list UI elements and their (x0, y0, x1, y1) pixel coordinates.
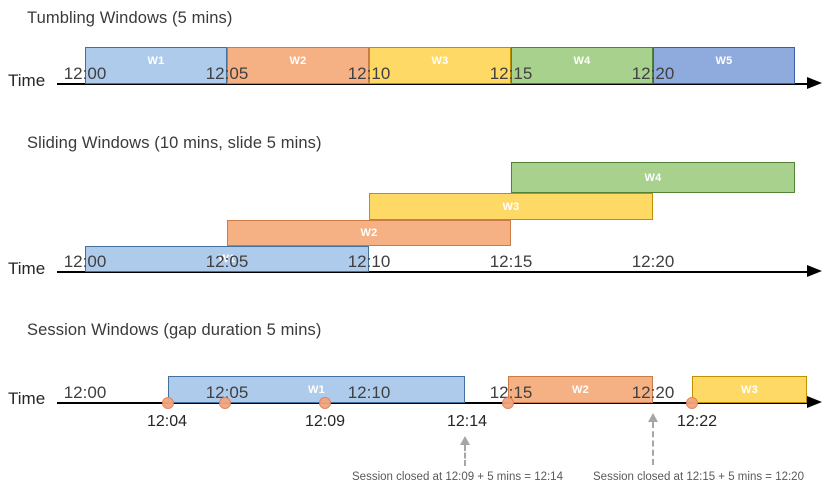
section-title-session: Session Windows (gap duration 5 mins) (27, 321, 322, 339)
window-box-tumbling-w3: W3 (369, 47, 511, 84)
event-dot-icon (502, 397, 514, 409)
event-time-label: 12:14 (446, 413, 488, 430)
axis-tick-label: 12:05 (205, 64, 249, 83)
event-dot-icon (319, 397, 331, 409)
time-axis-caption-tumbling: Time (8, 71, 46, 90)
session-close-arrow-icon (648, 413, 658, 465)
event-dot-icon (162, 397, 174, 409)
event-dot-icon (686, 397, 698, 409)
session-close-arrow-icon (460, 436, 470, 466)
window-label: W2 (360, 227, 378, 239)
axis-tick-label: 12:00 (63, 383, 107, 402)
arrow-up-head-icon (460, 436, 470, 445)
axis-tick-label: 12:05 (205, 252, 249, 271)
axis-tick-label: 12:15 (489, 64, 533, 83)
axis-tick-label: 12:15 (489, 383, 533, 402)
axis-tick-label: 12:20 (631, 64, 675, 83)
window-box-tumbling-w2: W2 (227, 47, 369, 84)
window-box-sliding-w4: W4 (511, 162, 795, 193)
window-label: W3 (740, 383, 759, 396)
event-dot-icon (219, 397, 231, 409)
time-axis-sliding (57, 271, 807, 273)
event-time-label: 12:22 (676, 413, 718, 430)
session-close-note: Session closed at 12:09 + 5 mins = 12:14 (352, 471, 563, 483)
axis-tick-label: 12:15 (489, 252, 533, 271)
window-box-session-w3: W3 (692, 376, 807, 403)
time-axis-caption-session: Time (8, 389, 46, 408)
window-label: W2 (571, 383, 590, 396)
axis-tick-label: 12:05 (205, 383, 249, 402)
window-box-sliding-w1: W1 (85, 246, 369, 272)
window-box-session-w2: W2 (508, 376, 653, 403)
window-label: W5 (715, 55, 733, 67)
window-label: W4 (644, 171, 662, 184)
arrow-up-head-icon (648, 413, 658, 422)
time-axis-tumbling (57, 83, 807, 85)
axis-tick-label: 12:00 (63, 252, 107, 271)
arrow-dashed-stem (464, 445, 466, 466)
axis-tick-label: 12:10 (347, 252, 391, 271)
axis-tick-label: 12:10 (347, 383, 391, 402)
axis-arrowhead-icon (807, 396, 822, 408)
window-label: W3 (431, 55, 449, 67)
axis-tick-label: 12:00 (63, 64, 107, 83)
axis-tick-label: 12:10 (347, 64, 391, 83)
axis-arrowhead-icon (807, 265, 822, 277)
window-label: W2 (289, 55, 307, 67)
window-label: W1 (307, 383, 326, 396)
event-time-label: 12:04 (146, 413, 188, 430)
event-time-label: 12:09 (304, 413, 346, 430)
window-box-tumbling-w5: W5 (653, 47, 795, 84)
arrow-dashed-stem (652, 422, 654, 465)
axis-tick-label: 12:20 (631, 252, 675, 271)
session-close-note: Session closed at 12:15 + 5 mins = 12:20 (593, 471, 804, 483)
section-title-sliding: Sliding Windows (10 mins, slide 5 mins) (27, 134, 322, 152)
window-box-sliding-w3: W3 (369, 193, 653, 220)
time-axis-caption-sliding: Time (8, 259, 46, 278)
window-label: W1 (218, 253, 236, 265)
window-label: W4 (573, 55, 591, 67)
window-label: W1 (147, 55, 165, 67)
window-box-tumbling-w4: W4 (511, 47, 653, 84)
window-box-tumbling-w1: W1 (85, 47, 227, 84)
section-title-tumbling: Tumbling Windows (5 mins) (27, 9, 233, 27)
axis-arrowhead-icon (807, 77, 822, 89)
window-box-sliding-w2: W2 (227, 220, 511, 246)
time-axis-session (57, 402, 807, 404)
window-box-session-w1: W1 (168, 376, 465, 403)
window-label: W3 (502, 200, 520, 213)
axis-tick-label: 12:20 (631, 383, 675, 402)
